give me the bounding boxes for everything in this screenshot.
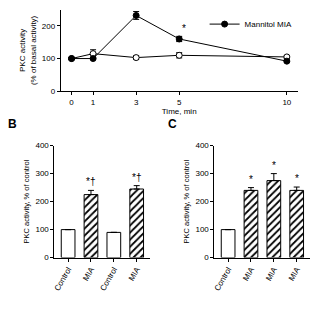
- svg-text:MIA: MIA: [81, 265, 96, 282]
- svg-text:*: *: [272, 160, 276, 171]
- svg-text:Control: Control: [98, 266, 119, 293]
- svg-text:*†: *†: [86, 176, 95, 187]
- svg-text:PKC activity, % of control: PKC activity, % of control: [182, 159, 191, 243]
- svg-text:3: 3: [134, 98, 139, 107]
- svg-text:*: *: [182, 23, 186, 34]
- svg-text:PKC activity(% of basal activi: PKC activity(% of basal activity): [18, 15, 37, 85]
- svg-text:0: 0: [51, 87, 56, 96]
- svg-text:*: *: [249, 174, 253, 185]
- svg-text:*†: *†: [132, 172, 141, 183]
- svg-text:200: 200: [42, 22, 56, 31]
- svg-text:0: 0: [204, 253, 209, 262]
- svg-text:Mannitol MIA: Mannitol MIA: [245, 20, 292, 29]
- svg-text:B: B: [8, 117, 17, 131]
- svg-text:400: 400: [35, 141, 49, 150]
- svg-text:MIA: MIA: [287, 265, 302, 282]
- svg-text:100: 100: [35, 225, 49, 234]
- svg-text:MIA: MIA: [127, 265, 142, 282]
- svg-text:0: 0: [69, 98, 74, 107]
- svg-text:1: 1: [91, 98, 96, 107]
- svg-text:100: 100: [42, 54, 56, 63]
- svg-text:200: 200: [35, 197, 49, 206]
- svg-text:0: 0: [44, 253, 49, 262]
- svg-text:400: 400: [195, 141, 209, 150]
- svg-text:MIA: MIA: [264, 265, 279, 282]
- svg-text:C: C: [168, 117, 177, 131]
- svg-text:300: 300: [35, 169, 49, 178]
- svg-text:*: *: [295, 173, 299, 184]
- svg-text:5: 5: [177, 98, 182, 107]
- svg-text:100: 100: [195, 225, 209, 234]
- svg-text:300: 300: [195, 169, 209, 178]
- svg-text:MIA: MIA: [241, 265, 256, 282]
- svg-text:PKC activity, % of control: PKC activity, % of control: [22, 159, 31, 243]
- svg-text:10: 10: [282, 98, 291, 107]
- svg-text:Time, min: Time, min: [162, 107, 197, 116]
- svg-text:Control: Control: [213, 266, 234, 293]
- svg-text:200: 200: [195, 197, 209, 206]
- svg-text:Control: Control: [53, 266, 74, 293]
